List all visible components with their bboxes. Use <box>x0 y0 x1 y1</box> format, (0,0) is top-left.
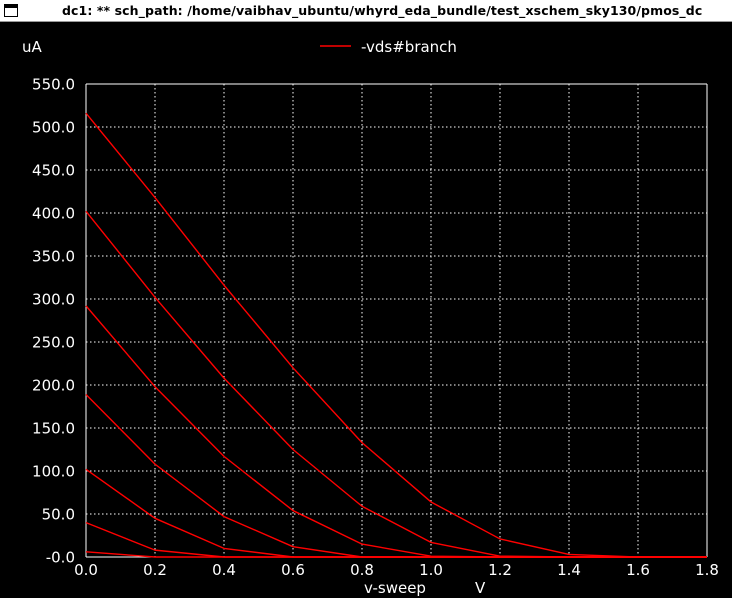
trace-series-3 <box>85 305 707 558</box>
x-tick-label: 1.2 <box>488 561 512 579</box>
x-tick-label: 1.6 <box>626 561 650 579</box>
x-tick-label: 0.6 <box>281 561 305 579</box>
trace-series-1 <box>85 112 707 558</box>
x-tick-label: 1.4 <box>557 561 581 579</box>
y-tick-label: 500.0 <box>32 119 75 137</box>
trace-series-6 <box>85 521 707 558</box>
window-menu-icon-bar <box>5 5 17 8</box>
y-tick-label: 200.0 <box>32 377 75 395</box>
legend-label: -vds#branch <box>361 38 457 56</box>
x-tick-label: 0.8 <box>350 561 374 579</box>
window-title: dc1: ** sch_path: /home/vaibhav_ubuntu/w… <box>62 3 703 18</box>
legend: -vds#branch <box>320 38 457 56</box>
x-axis-unit-label: V <box>475 579 486 597</box>
x-tick-label: 1.8 <box>695 561 719 579</box>
trace-series-4 <box>85 393 707 558</box>
x-tick-label: 1.0 <box>419 561 443 579</box>
y-tick-label: 550.0 <box>32 76 75 94</box>
y-tick-label: 100.0 <box>32 463 75 481</box>
plot-traces <box>85 112 707 558</box>
y-tick-label: 450.0 <box>32 162 75 180</box>
plot-grid <box>85 83 708 558</box>
trace-series-7 <box>85 551 707 558</box>
y-tick-label: 400.0 <box>32 205 75 223</box>
y-tick-label: -0.0 <box>46 549 75 567</box>
axis-ticks: 0.0 0.2 0.4 0.6 0.8 1.0 1.2 1.4 1.6 1.8 -0.0 50.0 10… <box>32 76 719 580</box>
trace-series-2 <box>85 210 707 558</box>
x-tick-label: 0.0 <box>74 561 98 579</box>
y-tick-label: 350.0 <box>32 248 75 266</box>
y-axis-unit-label: uA <box>22 38 43 56</box>
title-bar[interactable]: dc1: ** sch_path: /home/vaibhav_ubuntu/w… <box>0 0 732 22</box>
window-menu-icon[interactable] <box>4 4 18 17</box>
x-axis-label: v-sweep <box>364 579 426 597</box>
waveform-plot[interactable]: 0.0 0.2 0.4 0.6 0.8 1.0 1.2 1.4 1.6 1.8 -0.0 50.0 10… <box>0 22 732 598</box>
y-tick-label: 150.0 <box>32 420 75 438</box>
y-tick-label: 300.0 <box>32 291 75 309</box>
y-tick-label: 250.0 <box>32 334 75 352</box>
y-tick-label: 50.0 <box>42 506 75 524</box>
x-tick-label: 0.2 <box>143 561 167 579</box>
x-tick-label: 0.4 <box>212 561 236 579</box>
